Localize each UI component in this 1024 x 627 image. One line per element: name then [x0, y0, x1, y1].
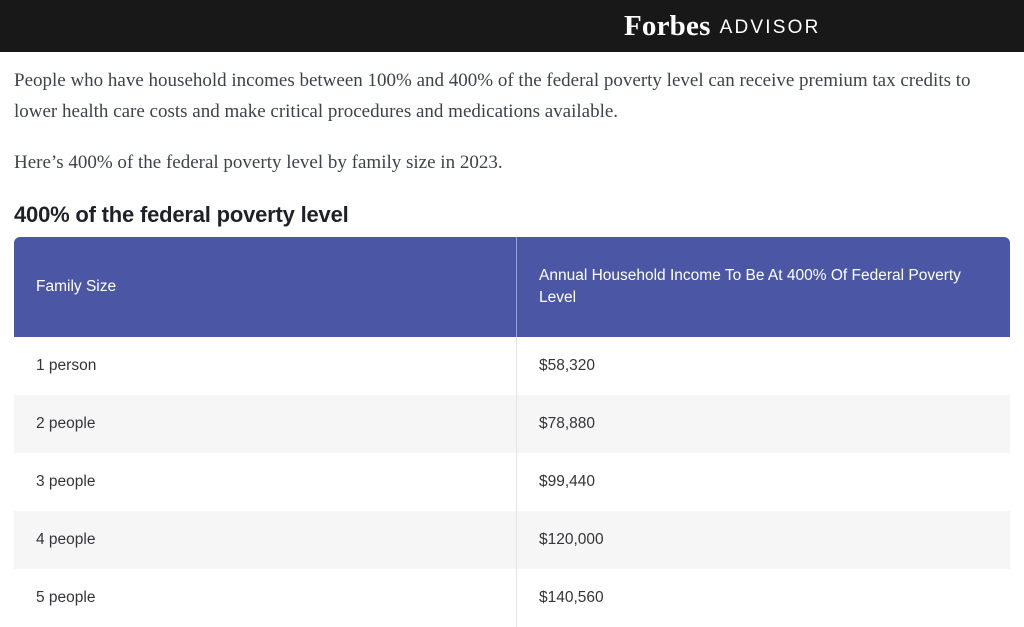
- family-size-cell: 5 people: [14, 569, 517, 627]
- income-cell: $120,000: [539, 531, 604, 548]
- paragraph-context: Here’s 400% of the federal poverty level…: [14, 152, 503, 173]
- table-row: 3 people $99,440: [14, 453, 1010, 511]
- table-row: 4 people $120,000: [14, 511, 1010, 569]
- income-cell: $99,440: [539, 473, 596, 490]
- paragraph-intro: People who have household incomes betwee…: [14, 70, 971, 122]
- table-row: 1 person $58,320: [14, 337, 1010, 395]
- family-size-cell: 3 people: [14, 453, 517, 511]
- article-content: People who have household incomes betwee…: [0, 65, 1024, 627]
- column-header-income: Annual Household Income To Be At 400% Of…: [539, 267, 961, 306]
- table-row: 5 people $140,560: [14, 569, 1010, 627]
- income-cell: $58,320: [539, 357, 596, 374]
- poverty-level-table: Family Size Annual Household Income To B…: [14, 237, 1010, 627]
- family-size-cell: 1 person: [14, 337, 517, 395]
- advisor-wordmark: ADVISOR: [719, 16, 821, 38]
- forbes-wordmark: Forbes: [624, 9, 711, 42]
- income-cell: $140,560: [539, 589, 604, 606]
- table-row: 2 people $78,880: [14, 395, 1010, 453]
- column-header-family-size: Family Size: [14, 237, 517, 337]
- income-cell: $78,880: [539, 415, 596, 432]
- family-size-cell: 4 people: [14, 511, 517, 569]
- forbes-advisor-logo[interactable]: Forbes ADVISOR: [624, 0, 821, 52]
- table-header-row: Family Size Annual Household Income To B…: [14, 237, 1010, 337]
- family-size-cell: 2 people: [14, 395, 517, 453]
- masthead: Forbes ADVISOR: [0, 0, 1024, 52]
- section-heading: 400% of the federal poverty level: [14, 202, 349, 227]
